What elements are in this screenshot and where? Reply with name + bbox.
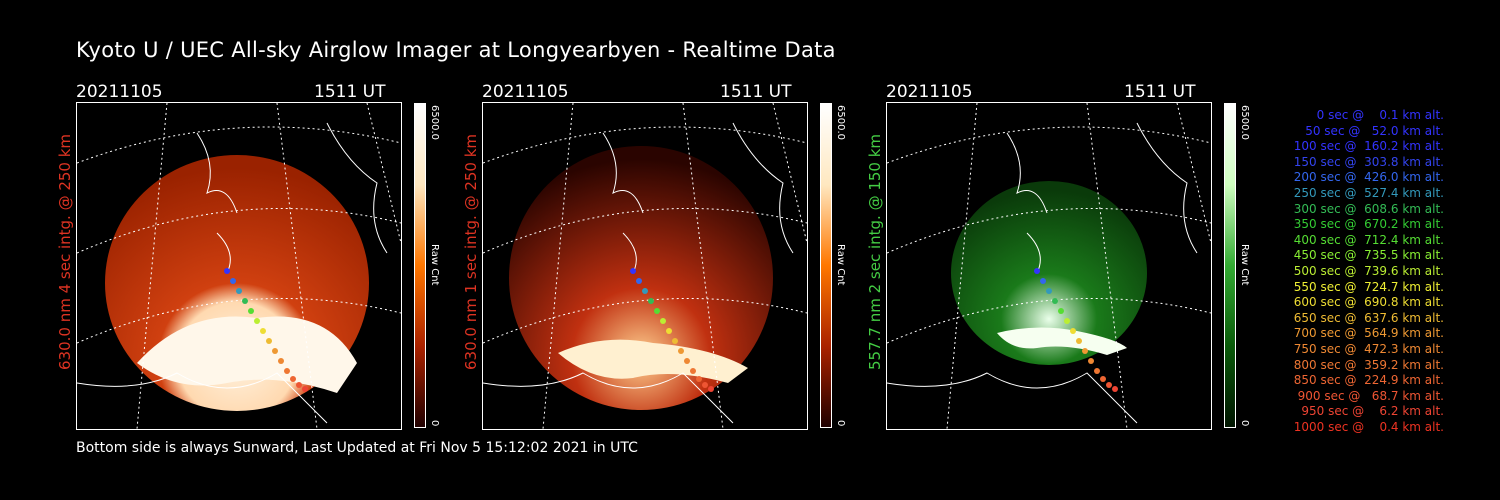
legend-item: 600 sec @ 690.8 km alt. <box>1289 295 1444 310</box>
panel-3-colorbar <box>1224 103 1236 428</box>
panel-3-cbar-unit: Raw Cnt <box>1239 244 1250 286</box>
panel-1-colorbar <box>414 103 426 428</box>
legend-item: 300 sec @ 608.6 km alt. <box>1289 201 1444 216</box>
panel-2-cbar-min: 0 <box>835 420 846 427</box>
legend-item: 650 sec @ 637.6 km alt. <box>1289 310 1444 325</box>
panel-1-time: 1511 UT <box>314 82 386 102</box>
panel-3-aurora-band <box>997 327 1127 355</box>
panel-2-cbar-unit: Raw Cnt <box>835 244 846 286</box>
page-title: Kyoto U / UEC All-sky Airglow Imager at … <box>76 38 836 62</box>
legend-item: 950 sec @ 6.2 km alt. <box>1297 404 1444 419</box>
panel-2-colorbar <box>820 103 832 428</box>
panel-3-cbar-min: 0 <box>1239 420 1250 427</box>
panel-3-date: 20211105 <box>886 82 973 102</box>
legend-item: 200 sec @ 426.0 km alt. <box>1289 170 1444 185</box>
panel-3-cbar-max: 6500.0 <box>1239 105 1250 140</box>
legend-item: 350 sec @ 670.2 km alt. <box>1289 217 1444 232</box>
panel-2-aurora-band <box>558 339 748 383</box>
panel-1-cbar-unit: Raw Cnt <box>429 244 440 286</box>
legend-item: 700 sec @ 564.9 km alt. <box>1289 326 1444 341</box>
legend-item: 1000 sec @ 0.4 km alt. <box>1293 419 1444 434</box>
panel-1-trajectory <box>224 268 308 392</box>
legend-item: 150 sec @ 303.8 km alt. <box>1289 154 1444 169</box>
legend-item: 800 sec @ 359.2 km alt. <box>1289 357 1444 372</box>
panel-3-side-label: 557.7 nm 2 sec intg. @ 150 km <box>866 133 884 370</box>
panel-1-cbar-max: 6500.0 <box>429 105 440 140</box>
panel-2-date: 20211105 <box>482 82 569 102</box>
legend-item: 850 sec @ 224.9 km alt. <box>1289 373 1444 388</box>
legend-item: 250 sec @ 527.4 km alt. <box>1289 185 1444 200</box>
legend-item: 450 sec @ 735.5 km alt. <box>1289 248 1444 263</box>
panel-3-trajectory <box>1034 268 1118 392</box>
panel-2-image <box>482 102 808 430</box>
legend-item: 900 sec @ 68.7 km alt. <box>1293 388 1444 403</box>
panel-2-cbar-max: 6500.0 <box>835 105 846 140</box>
legend-item: 0 sec @ 0.1 km alt. <box>1305 108 1444 122</box>
panel-3-time: 1511 UT <box>1124 82 1196 102</box>
legend-item: 500 sec @ 739.6 km alt. <box>1289 263 1444 278</box>
footer-note: Bottom side is always Sunward, Last Upda… <box>76 440 638 456</box>
panel-3-image <box>886 102 1212 430</box>
panel-1-image <box>76 102 402 430</box>
panel-2-side-label: 630.0 nm 1 sec intg. @ 250 km <box>462 133 480 370</box>
panel-3-airglow-disk <box>951 181 1147 365</box>
panel-1-date: 20211105 <box>76 82 163 102</box>
legend-item: 50 sec @ 52.0 km alt. <box>1297 123 1444 138</box>
panel-1-aurora-band <box>137 316 357 393</box>
panel-2-time: 1511 UT <box>720 82 792 102</box>
legend-item: 100 sec @ 160.2 km alt. <box>1289 139 1444 154</box>
panel-1-cbar-min: 0 <box>429 420 440 427</box>
panel-2-airglow-disk <box>509 146 773 410</box>
panel-1-side-label: 630.0 nm 4 sec intg. @ 250 km <box>56 133 74 370</box>
legend-item: 550 sec @ 724.7 km alt. <box>1289 279 1444 294</box>
trajectory-legend: 0 sec @ 0.1 km alt. 50 sec @ 52.0 km alt… <box>1262 108 1444 435</box>
panel-2-trajectory <box>630 268 714 392</box>
legend-item: 750 sec @ 472.3 km alt. <box>1289 341 1444 356</box>
legend-item: 400 sec @ 712.4 km alt. <box>1289 232 1444 247</box>
